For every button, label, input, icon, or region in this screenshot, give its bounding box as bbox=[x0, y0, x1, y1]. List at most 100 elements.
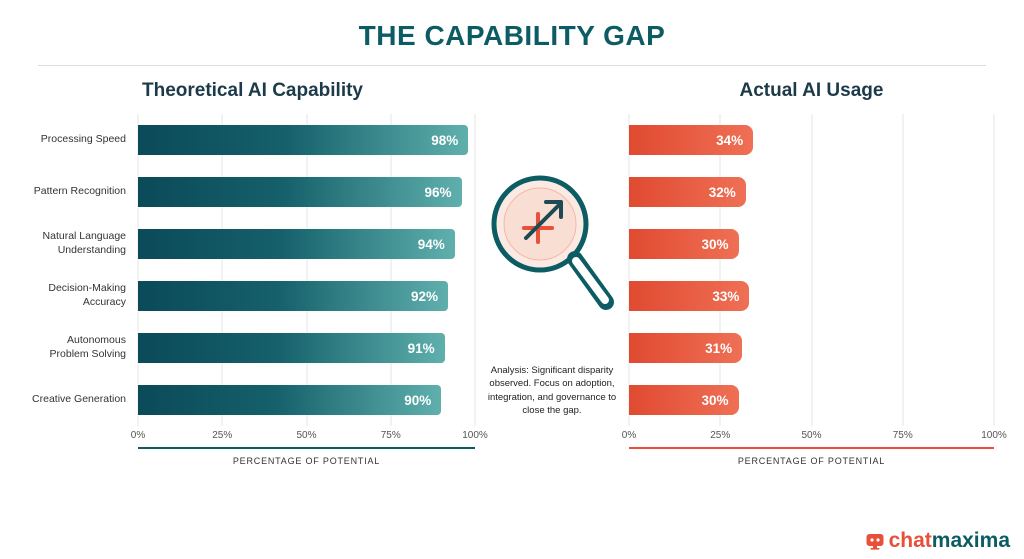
axis-tick: 0% bbox=[621, 430, 637, 441]
brand-part-2: maxima bbox=[931, 529, 1010, 552]
brand-part-1: chat bbox=[888, 529, 932, 552]
chart-row: 30% bbox=[629, 218, 994, 270]
magnifier-growth-icon bbox=[491, 175, 614, 310]
page-title: THE CAPABILITY GAP bbox=[358, 20, 666, 51]
charts-row: Theoretical AI Capability Processing Spe… bbox=[0, 74, 1024, 466]
bar-track: 90% bbox=[138, 374, 475, 426]
gridlines bbox=[137, 114, 476, 426]
bar: 90% bbox=[138, 385, 442, 415]
gridline bbox=[902, 114, 904, 426]
bar: 98% bbox=[138, 125, 469, 155]
gridline bbox=[719, 114, 721, 426]
chart-row: Natural Language Understanding 94% bbox=[30, 218, 475, 270]
bar-value-label: 30% bbox=[701, 392, 729, 408]
bar-value-label: 91% bbox=[407, 340, 435, 356]
bar-track: 31% bbox=[629, 322, 994, 374]
x-axis-right: 0% 25% 50% 75% 100% PERCENTAGE OF POTENTIAL bbox=[622, 430, 1007, 466]
category-label: Autonomous Problem Solving bbox=[49, 334, 126, 360]
bar-track: 33% bbox=[629, 270, 994, 322]
axis-ticks: 0% 25% 50% 75% 100% bbox=[622, 430, 1007, 443]
bar-value-label: 30% bbox=[701, 236, 729, 252]
axis-tick: 0% bbox=[130, 430, 146, 441]
category-label: Pattern Recognition bbox=[33, 185, 126, 198]
gridline bbox=[811, 114, 812, 426]
chart-title-right: Actual AI Usage bbox=[739, 80, 884, 101]
header-divider bbox=[38, 65, 986, 66]
bar-value-label: 96% bbox=[424, 184, 452, 200]
bar-track: 30% bbox=[629, 374, 994, 426]
bar: 92% bbox=[138, 281, 449, 311]
plot-area-left: Processing Speed 98% Pattern Recognition 96… bbox=[30, 114, 476, 426]
axis-line-teal bbox=[138, 447, 475, 449]
axis-ticks: 0% 25% 50% 75% 100% bbox=[131, 430, 488, 443]
bar: 30% bbox=[629, 229, 739, 259]
chart-row: Pattern Recognition 96% bbox=[30, 166, 475, 218]
chart-row: Creative Generation 90% bbox=[30, 374, 475, 426]
chatmaxima-logo: chatmaxima bbox=[865, 529, 1010, 553]
chart-row: Processing Speed 98% bbox=[30, 114, 475, 166]
chart-row: 30% bbox=[629, 374, 994, 426]
gridlines bbox=[628, 114, 995, 426]
bar-track: 34% bbox=[629, 114, 994, 166]
chart-row: 34% bbox=[629, 114, 994, 166]
axis-label-right: PERCENTAGE OF POTENTIAL bbox=[737, 456, 886, 466]
bar: 31% bbox=[629, 333, 743, 363]
chart-row: Autonomous Problem Solving 91% bbox=[30, 322, 475, 374]
gridline bbox=[137, 114, 139, 426]
bar-track: 94% bbox=[138, 218, 475, 270]
axis-tick: 25% bbox=[212, 430, 233, 441]
bar-value-label: 94% bbox=[417, 236, 445, 252]
axis-tick: 75% bbox=[380, 430, 401, 441]
gridline bbox=[993, 114, 995, 426]
bar: 94% bbox=[138, 229, 455, 259]
gridline bbox=[221, 114, 223, 426]
bar-track: 91% bbox=[138, 322, 475, 374]
bar-track: 32% bbox=[629, 166, 994, 218]
chart-row: 33% bbox=[629, 270, 994, 322]
header: THE CAPABILITY GAP bbox=[0, 0, 1024, 66]
bar-value-label: 31% bbox=[705, 340, 733, 356]
bar-track: 96% bbox=[138, 166, 475, 218]
chart-row: 31% bbox=[629, 322, 994, 374]
bar-value-label: 33% bbox=[712, 288, 740, 304]
analysis-column: Analysis: Significant disparity observed… bbox=[475, 74, 629, 466]
bar-value-label: 90% bbox=[404, 392, 432, 408]
gridline bbox=[390, 114, 392, 426]
gridline bbox=[474, 114, 476, 426]
chart-row: 32% bbox=[629, 166, 994, 218]
brand-text: chatmaxima bbox=[889, 529, 1010, 553]
x-axis-left: 0% 25% 50% 75% 100% PERCENTAGE OF POTENTIAL bbox=[131, 430, 488, 466]
chart-title-left: Theoretical AI Capability bbox=[141, 80, 363, 101]
chatmaxima-logo-icon bbox=[866, 534, 884, 550]
chart-theoretical-capability: Theoretical AI Capability Processing Spe… bbox=[30, 74, 488, 466]
bar: 32% bbox=[629, 177, 746, 207]
gridline bbox=[306, 114, 307, 426]
gridline bbox=[628, 114, 630, 426]
chart-actual-usage: Actual AI Usage 34% 32% 30% 33% 31% 30% 0% 25%… bbox=[622, 74, 1007, 466]
bar-value-label: 34% bbox=[716, 132, 744, 148]
bar: 96% bbox=[138, 177, 462, 207]
bar-value-label: 98% bbox=[431, 132, 459, 148]
category-label: Natural Language Understanding bbox=[42, 230, 126, 256]
bar-track: 98% bbox=[138, 114, 475, 166]
bar-track: 30% bbox=[629, 218, 994, 270]
bar-value-label: 92% bbox=[411, 288, 439, 304]
bar: 30% bbox=[629, 385, 739, 415]
bar: 34% bbox=[629, 125, 754, 155]
category-label: Creative Generation bbox=[32, 393, 126, 406]
axis-tick: 75% bbox=[892, 430, 913, 441]
axis-tick: 50% bbox=[296, 430, 317, 441]
bar: 91% bbox=[138, 333, 445, 363]
bar-track: 92% bbox=[138, 270, 475, 322]
plot-area-right: 34% 32% 30% 33% 31% 30% bbox=[628, 114, 995, 426]
axis-tick: 100% bbox=[981, 430, 1007, 441]
category-label: Processing Speed bbox=[40, 133, 126, 146]
axis-tick: 25% bbox=[710, 430, 731, 441]
category-label: Decision-Making Accuracy bbox=[48, 282, 126, 308]
analysis-note: Analysis: Significant disparity observed… bbox=[487, 365, 617, 416]
bar-rows: Processing Speed 98% Pattern Recognition 96… bbox=[30, 114, 475, 426]
bar: 33% bbox=[629, 281, 750, 311]
bar-value-label: 32% bbox=[708, 184, 736, 200]
axis-tick: 50% bbox=[801, 430, 822, 441]
